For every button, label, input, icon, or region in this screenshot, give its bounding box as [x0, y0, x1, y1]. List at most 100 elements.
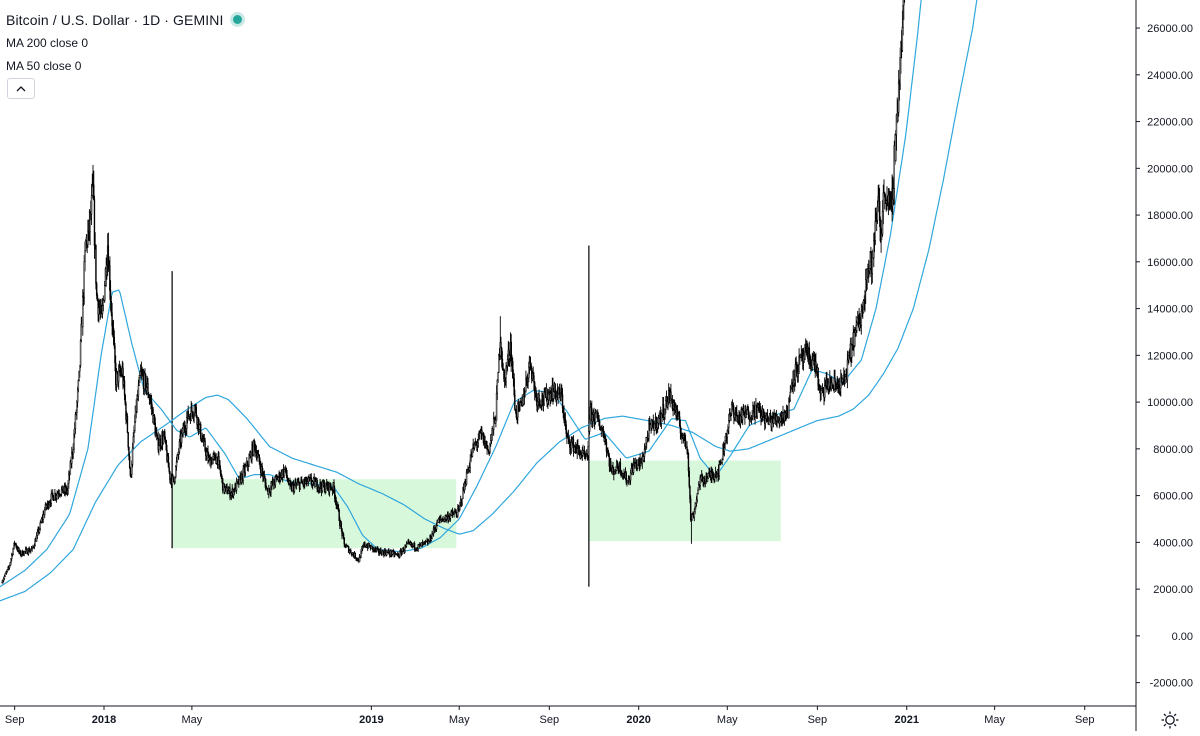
accumulation-zone-2[interactable] [588, 460, 781, 542]
symbol-title[interactable]: Bitcoin / U.S. Dollar · 1D · GEMINI [6, 11, 224, 28]
candle[interactable] [687, 452, 690, 477]
candle[interactable] [884, 193, 887, 204]
candle[interactable] [588, 414, 591, 435]
candle[interactable] [131, 442, 134, 468]
candle[interactable] [235, 477, 238, 494]
candle[interactable] [198, 419, 200, 434]
candle[interactable] [691, 513, 693, 521]
candle[interactable] [73, 429, 75, 454]
candle[interactable] [721, 457, 723, 465]
candle[interactable] [312, 476, 315, 486]
candle[interactable] [512, 357, 514, 379]
candle[interactable] [632, 457, 635, 475]
candle[interactable] [703, 475, 706, 485]
candle[interactable] [665, 396, 667, 414]
candle[interactable] [162, 431, 165, 445]
candle[interactable] [43, 507, 46, 519]
candle[interactable] [26, 548, 28, 555]
candle[interactable] [615, 465, 617, 475]
candle[interactable] [648, 418, 650, 443]
candle[interactable] [399, 549, 401, 559]
candle[interactable] [50, 489, 52, 507]
candle[interactable] [492, 411, 495, 436]
candle[interactable] [266, 487, 269, 492]
candle[interactable] [299, 482, 301, 490]
candle[interactable] [513, 373, 515, 398]
collapse-legend-button[interactable] [7, 78, 35, 99]
candle[interactable] [360, 548, 362, 559]
candle[interactable] [126, 413, 129, 434]
candle[interactable] [378, 551, 381, 556]
candle[interactable] [340, 520, 343, 532]
candle[interactable] [546, 388, 548, 408]
candle[interactable] [375, 548, 378, 553]
candle[interactable] [820, 385, 822, 401]
candle[interactable] [514, 389, 516, 411]
candle[interactable] [145, 387, 148, 396]
candle[interactable] [811, 352, 813, 371]
candle[interactable] [634, 462, 636, 470]
candle[interactable] [89, 211, 91, 246]
candle[interactable] [314, 476, 317, 487]
candle[interactable] [60, 486, 63, 497]
ma50-legend-label[interactable]: MA 50 close 0 [6, 58, 82, 73]
candle[interactable] [498, 353, 500, 373]
candle[interactable] [335, 496, 337, 509]
candle[interactable] [39, 520, 41, 531]
candle[interactable] [747, 406, 750, 420]
candle[interactable] [12, 547, 14, 556]
candle[interactable] [817, 367, 819, 391]
candle[interactable] [543, 388, 545, 406]
candle[interactable] [519, 400, 521, 412]
candle[interactable] [753, 401, 756, 420]
candle[interactable] [697, 487, 699, 495]
candle[interactable] [568, 435, 570, 444]
candle[interactable] [325, 482, 327, 494]
candle[interactable] [427, 538, 430, 545]
candle[interactable] [689, 495, 692, 522]
candle[interactable] [878, 187, 881, 228]
candle[interactable] [846, 350, 849, 389]
candle[interactable] [696, 493, 698, 503]
candle[interactable] [449, 514, 452, 522]
candle[interactable] [191, 402, 193, 417]
candle[interactable] [804, 343, 806, 361]
candle[interactable] [690, 518, 693, 544]
candle[interactable] [457, 504, 459, 519]
candle[interactable] [80, 316, 82, 343]
candle[interactable] [874, 207, 876, 246]
candle[interactable] [688, 467, 690, 489]
candle[interactable] [655, 416, 657, 435]
candle[interactable] [893, 140, 895, 205]
candle[interactable] [56, 490, 58, 500]
candle[interactable] [62, 485, 64, 494]
candle[interactable] [654, 420, 656, 431]
candle[interactable] [793, 369, 795, 387]
candle[interactable] [430, 536, 433, 542]
candle[interactable] [127, 432, 129, 451]
candle[interactable] [496, 379, 499, 400]
candle[interactable] [172, 476, 175, 483]
candle[interactable] [510, 333, 512, 372]
candle[interactable] [481, 426, 483, 440]
candle[interactable] [42, 510, 44, 524]
candle[interactable] [588, 425, 590, 449]
candle[interactable] [595, 409, 597, 419]
candle[interactable] [706, 476, 709, 482]
candle[interactable] [547, 389, 550, 405]
accumulation-zone-1[interactable] [172, 479, 457, 549]
candle[interactable] [557, 387, 559, 405]
candle[interactable] [199, 421, 202, 441]
candle[interactable] [500, 336, 502, 357]
candle[interactable] [91, 173, 93, 199]
candle[interactable] [3, 574, 6, 580]
candle[interactable] [477, 433, 479, 448]
candle[interactable] [497, 371, 499, 383]
candle[interactable] [123, 376, 126, 401]
candle[interactable] [854, 326, 856, 348]
candle[interactable] [218, 451, 220, 464]
candle[interactable] [605, 439, 608, 458]
candle[interactable] [489, 442, 491, 455]
candle[interactable] [558, 383, 561, 399]
